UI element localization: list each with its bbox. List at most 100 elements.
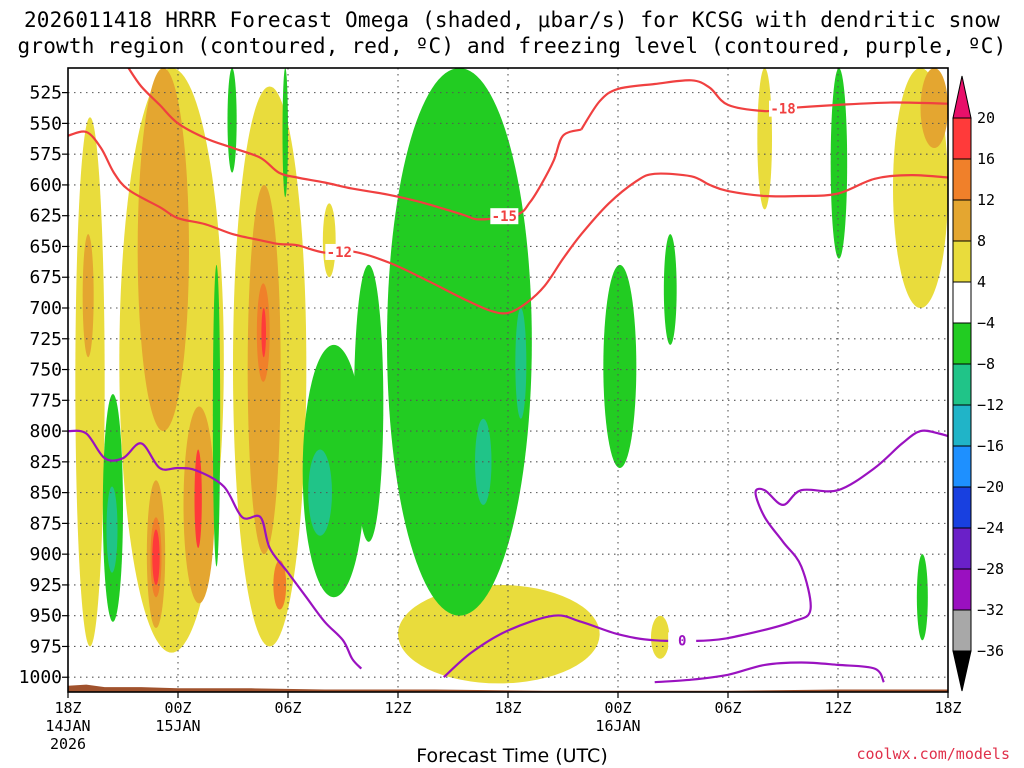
omega-region-6 — [152, 529, 160, 585]
colorbar-label-8: −16 — [977, 437, 1004, 455]
omega-region-31 — [603, 264, 637, 468]
omega-region-3 — [137, 68, 189, 432]
omega-region-32 — [663, 234, 677, 345]
colorbar-label-12: −32 — [977, 601, 1004, 619]
colorbar-label-13: −36 — [977, 642, 1004, 660]
x-tick-label-0-0: 18Z — [54, 699, 81, 717]
x-tick-label-5-0: 00Z — [604, 699, 631, 717]
y-tick-label-4: 625 — [29, 206, 62, 227]
y-tick-label-14: 875 — [29, 513, 62, 534]
y-tick-label-2: 575 — [29, 144, 62, 165]
omega-region-12 — [261, 308, 267, 358]
x-tick-label-1-0: 00Z — [164, 699, 191, 717]
chart-title: 2026011418 HRRR Forecast Omega (shaded, … — [23, 8, 1001, 32]
x-tick-label-0-2: 2026 — [50, 735, 86, 753]
colorbar-label-5: −4 — [977, 314, 995, 332]
y-tick-label-3: 600 — [29, 175, 62, 196]
isotherm-label-0-bg — [769, 100, 797, 117]
colorbar-label-2: 12 — [977, 191, 995, 209]
omega-region-19 — [920, 68, 948, 148]
x-tick-label-2-0: 06Z — [274, 699, 301, 717]
freezing-level-label: 0 — [678, 633, 686, 649]
isotherm-label-1: -15 — [492, 209, 517, 225]
freezing-level-line-2 — [654, 661, 885, 684]
freezing-level-label-bg — [668, 632, 697, 649]
colorbar-label-6: −8 — [977, 355, 995, 373]
y-tick-label-5: 650 — [29, 236, 62, 257]
colorbar-bin-5 — [952, 322, 972, 365]
colorbar-label-0: 20 — [977, 109, 995, 127]
y-tick-label-17: 950 — [29, 606, 62, 627]
omega-region-17 — [757, 68, 772, 210]
y-tick-label-10: 775 — [29, 390, 62, 411]
omega-region-24 — [282, 68, 288, 198]
colorbar-bin-3 — [952, 240, 972, 283]
colorbar-label-9: −20 — [977, 478, 1004, 496]
colorbar-label-1: 16 — [977, 150, 995, 168]
y-tick-label-8: 725 — [29, 329, 62, 350]
colorbar-label-3: 8 — [977, 232, 986, 250]
colorbar-bottom-arrow — [952, 650, 972, 692]
x-tick-label-5-1: 16JAN — [595, 717, 640, 735]
x-axis-title: Forecast Time (UTC) — [416, 745, 608, 767]
colorbar-bin-11 — [952, 568, 972, 611]
omega-region-1 — [82, 234, 94, 358]
colorbar-bin-12 — [952, 609, 972, 652]
omega-region-30 — [515, 308, 527, 419]
y-tick-label-0: 525 — [29, 83, 62, 104]
isotherm-label-2-bg — [325, 243, 354, 260]
colorbar-label-10: −24 — [977, 519, 1004, 537]
source-credit: coolwx.com/models — [856, 745, 1010, 763]
colorbar-bin-6 — [952, 363, 972, 406]
y-tick-label-16: 925 — [29, 575, 62, 596]
freezing-level-line-0 — [68, 429, 363, 670]
colorbar-top-arrow — [952, 75, 972, 119]
y-tick-label-9: 750 — [29, 360, 62, 381]
omega-region-0 — [75, 117, 105, 647]
y-tick-label-13: 850 — [29, 483, 62, 504]
y-tick-label-12: 825 — [29, 452, 62, 473]
x-tick-label-4-0: 18Z — [494, 699, 521, 717]
omega-region-13 — [273, 560, 287, 610]
x-tick-label-7-0: 12Z — [824, 699, 851, 717]
x-tick-label-1-1: 15JAN — [155, 717, 200, 735]
omega-region-28 — [387, 68, 532, 616]
omega-region-8 — [194, 449, 202, 548]
colorbar-bin-2 — [952, 199, 972, 242]
colorbar-bin-9 — [952, 486, 972, 529]
x-tick-label-0-1: 14JAN — [45, 717, 90, 735]
isotherm-label-1-bg — [490, 208, 519, 225]
omega-region-22 — [212, 264, 221, 567]
omega-region-27 — [354, 264, 384, 542]
colorbar-bin-7 — [952, 404, 972, 447]
omega-region-34 — [916, 554, 928, 641]
x-tick-label-8-0: 18Z — [934, 699, 961, 717]
isotherm-label-2: -12 — [327, 245, 352, 261]
y-tick-label-15: 900 — [29, 544, 62, 565]
x-tick-label-3-0: 12Z — [384, 699, 411, 717]
omega-region-33 — [830, 68, 848, 259]
y-tick-label-11: 800 — [29, 421, 62, 442]
y-tick-label-18: 975 — [29, 636, 62, 657]
y-tick-label-19: 1000 — [19, 667, 62, 688]
colorbar-label-7: −12 — [977, 396, 1004, 414]
colorbar-bin-8 — [952, 445, 972, 488]
omega-region-21 — [106, 486, 118, 573]
dendritic-isotherm-0 — [580, 79, 948, 131]
terrain-surface — [68, 684, 948, 692]
freezing-level-line-1 — [443, 429, 948, 679]
omega-region-14 — [322, 203, 336, 278]
colorbar-bin-1 — [952, 158, 972, 201]
colorbar-bin-0 — [952, 117, 972, 160]
x-tick-label-6-0: 06Z — [714, 699, 741, 717]
dendritic-isotherm-2 — [68, 130, 948, 315]
colorbar-label-11: −28 — [977, 560, 1004, 578]
colorbar-bin-10 — [952, 527, 972, 570]
y-tick-label-6: 675 — [29, 267, 62, 288]
y-tick-label-1: 550 — [29, 113, 62, 134]
colorbar-label-4: 4 — [977, 273, 986, 291]
dendritic-isotherm-1 — [127, 68, 582, 221]
isotherm-label-0: -18 — [770, 102, 795, 118]
colorbar-bin-4 — [952, 281, 972, 324]
